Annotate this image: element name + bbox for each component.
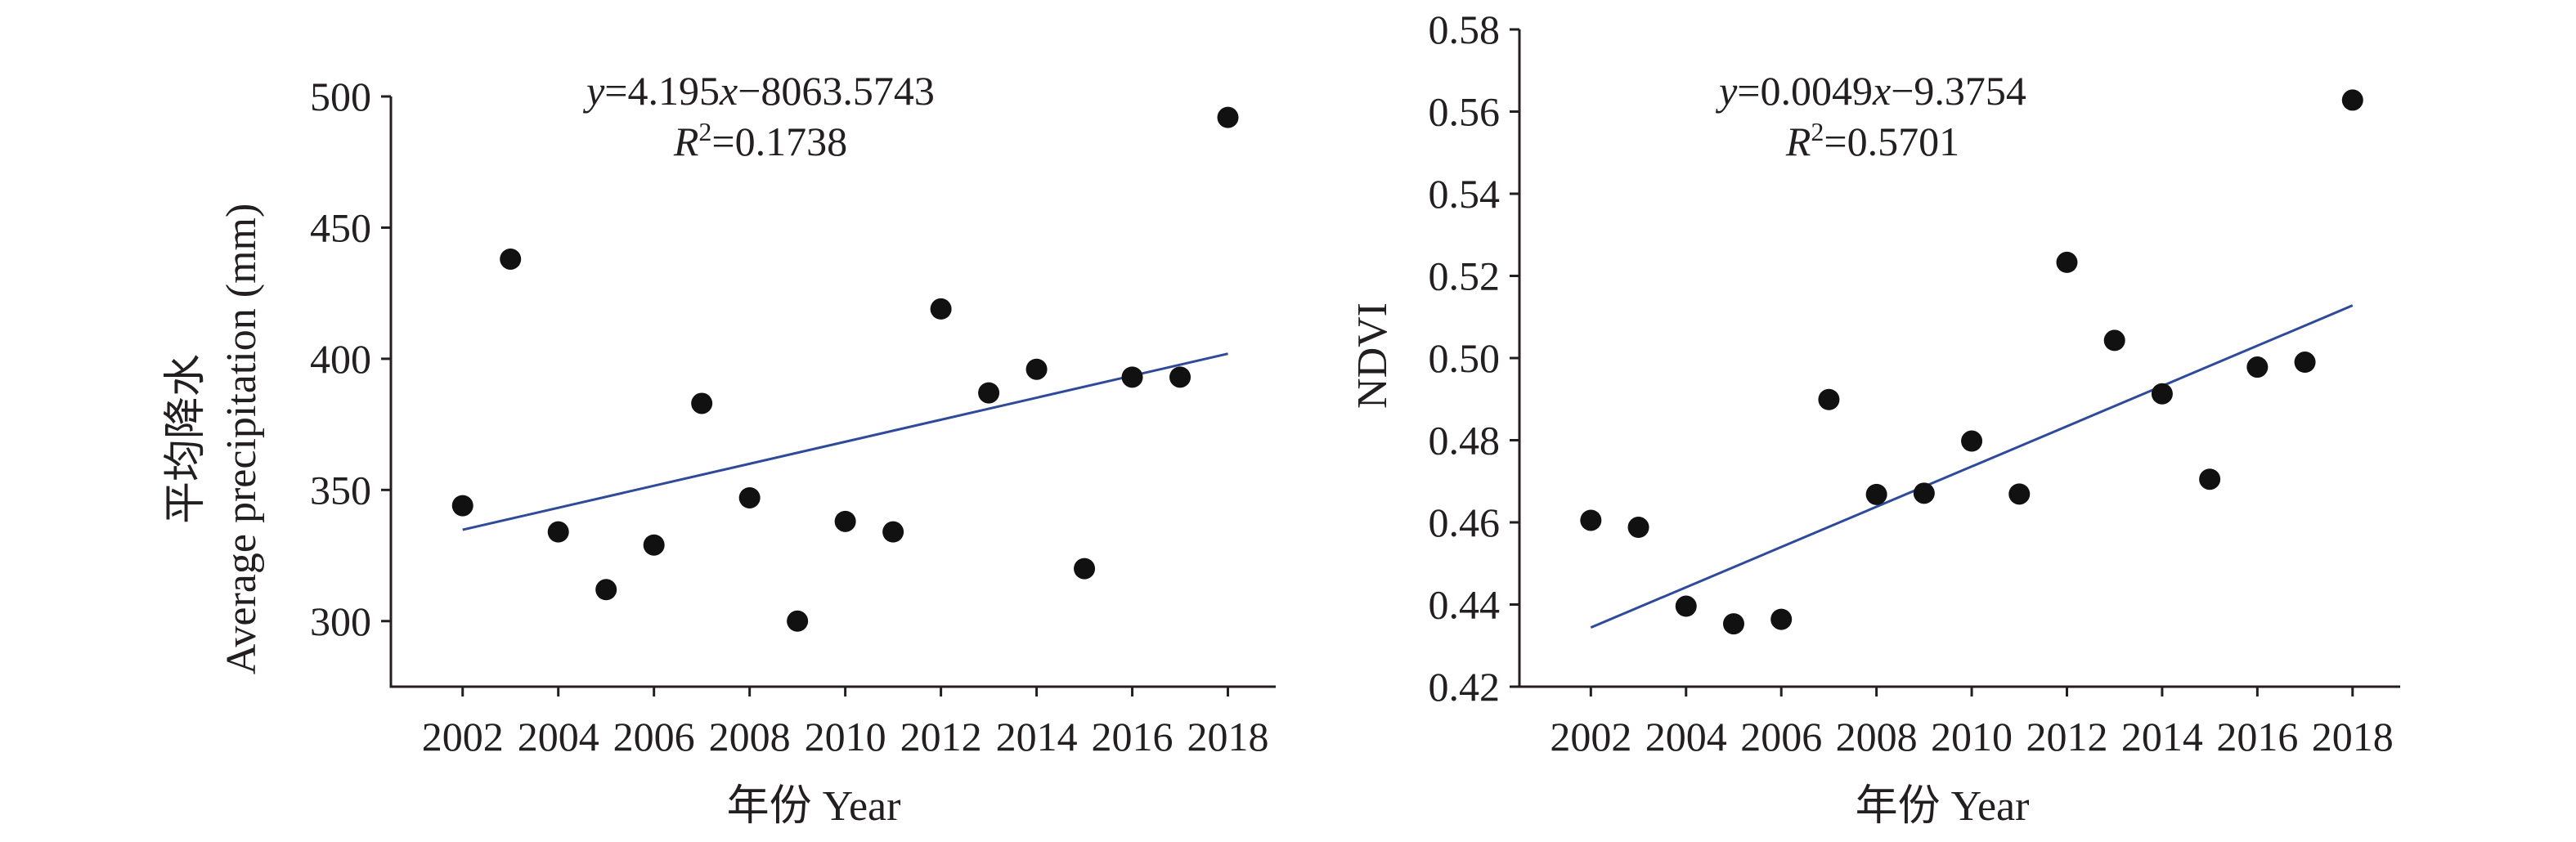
y-axis-title-en: Average precipitation (mm) [218,204,265,675]
y-tick-label: 0.42 [1429,664,1501,710]
r-squared: R2=0.5701 [1785,117,1959,164]
data-point [787,610,809,632]
data-point [2008,483,2031,505]
data-point [978,382,1000,404]
data-point [1074,558,1096,580]
x-axis-ticks: 2002 2004 2006 2008 2010 2012 2014 2016 2018 [422,687,1269,759]
data-point [1961,430,1983,452]
r-squared: R2=0.1738 [673,117,847,164]
data-point [2246,356,2269,378]
x-tick-label: 2016 [1092,714,1174,759]
data-point [691,392,713,414]
data-point [1722,613,1744,635]
data-point [1913,482,1935,504]
x-tick-label: 2012 [900,714,982,759]
data-point [2341,89,2363,111]
y-tick-label: 350 [310,467,371,513]
x-tick-label: 2010 [805,714,886,759]
data-point [1675,595,1697,617]
data-point [2199,468,2221,490]
data-point [643,534,665,556]
x-tick-label: 2014 [996,714,1078,759]
x-tick-label: 2016 [2216,714,2298,759]
data-point [500,248,522,270]
x-tick-label: 2006 [613,714,695,759]
regression-equation: y=4.195x−8063.5743 [582,68,935,114]
x-tick-label: 2002 [1550,714,1631,759]
data-point [595,579,617,601]
data-point [738,486,761,508]
data-point [451,495,473,517]
data-point [834,510,856,532]
y-tick-label: 500 [310,74,371,119]
data-point [1169,366,1192,388]
trendline [462,352,1228,531]
data-point [2056,251,2078,273]
x-tick-label: 2010 [1931,714,2013,759]
y-axis-ticks: 300 350 400 450 500 [310,74,391,644]
regression-equation: y=0.0049x−9.3754 [1715,68,2026,114]
axis-frame [389,96,1276,688]
axis-frame [1518,29,2400,688]
trendline [1590,304,2354,629]
data-point [1818,388,1840,410]
x-tick-label: 2008 [709,714,791,759]
y-tick-label: 450 [310,204,371,250]
y-tick-label: 0.52 [1429,253,1501,299]
data-point [1627,517,1649,539]
x-tick-label: 2018 [2312,714,2394,759]
y-tick-label: 0.48 [1429,418,1501,464]
y-tick-label: 0.50 [1429,335,1501,381]
y-axis-title: NDVI [1349,302,1396,409]
x-axis-title: 年份 Year [1856,783,2030,830]
x-tick-label: 2004 [1645,714,1727,759]
data-point [547,521,569,543]
y-tick-label: 0.44 [1429,582,1501,628]
y-tick-label: 400 [310,336,371,382]
x-tick-label: 2018 [1187,714,1269,759]
data-point [882,521,904,543]
data-point [2103,329,2125,352]
precipitation-panel: 300 350 400 450 500 2002 2004 2006 2008 2010 2012… [163,68,1276,830]
y-tick-label: 0.56 [1429,89,1501,135]
y-tick-label: 0.54 [1429,171,1501,217]
data-point [2294,352,2316,374]
y-axis-ticks: 0.42 0.44 0.46 0.48 0.50 0.52 0.54 0.56 0.58 [1429,7,1519,710]
x-axis-title: 年份 Year [727,783,901,830]
data-point [930,298,952,320]
data-point [1770,608,1793,630]
y-tick-label: 0.58 [1429,7,1501,52]
data-points [451,106,1239,632]
x-tick-label: 2012 [2026,714,2107,759]
x-tick-label: 2004 [518,714,599,759]
y-axis-title-cn: 平均降水 [163,354,209,524]
data-point [1865,483,1887,505]
data-point [1025,358,1048,380]
y-tick-label: 300 [310,598,371,644]
x-tick-label: 2014 [2121,714,2203,759]
data-point [1580,509,1602,531]
x-tick-label: 2008 [1836,714,1918,759]
data-points [1580,89,2363,635]
x-tick-label: 2006 [1740,714,1822,759]
x-axis-ticks: 2002 2004 2006 2008 2010 2012 2014 2016 2018 [1550,687,2394,759]
data-point [1121,366,1143,388]
data-point [2151,383,2173,405]
data-point [1217,106,1239,128]
ndvi-panel: 0.42 0.44 0.46 0.48 0.50 0.52 0.54 0.56 0.58 200… [1349,7,2400,830]
x-tick-label: 2002 [422,714,504,759]
y-tick-label: 0.46 [1429,499,1501,545]
